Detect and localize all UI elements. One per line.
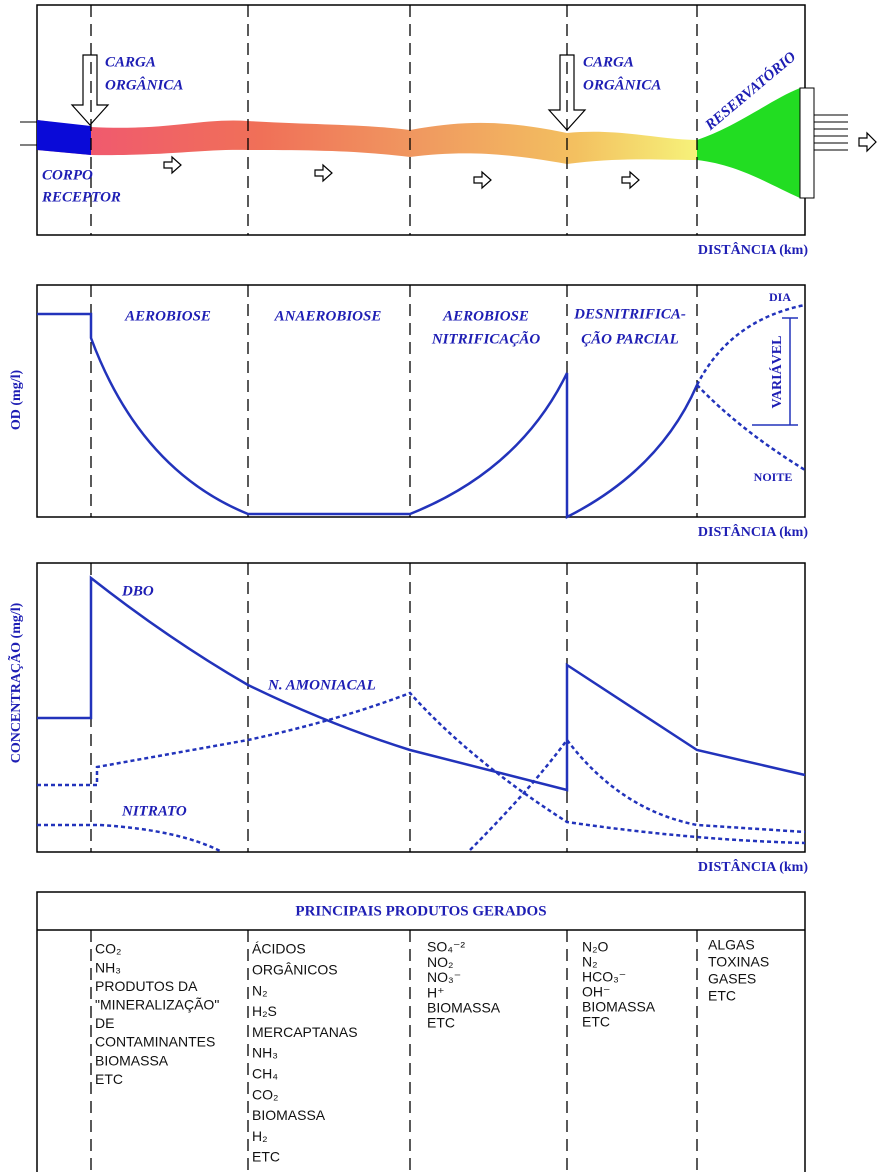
dividers [91,5,697,235]
label: NITRATO [121,803,187,819]
x-label: DISTÂNCIA (km) [698,523,808,540]
product-item: TOXINAS [708,954,769,970]
product-item: N₂ [582,954,598,970]
product-item: CONTAMINANTES [95,1034,215,1050]
load-arrow [72,55,108,125]
dam [800,88,814,198]
reservoir [697,88,800,198]
product-item: H₂S [252,1003,277,1019]
label: DIA [769,290,791,304]
product-item: ÁCIDOS [252,941,306,957]
product-item: BIOMASSA [427,1000,501,1016]
product-item: DE [95,1015,114,1031]
product-item: OH⁻ [582,984,610,1000]
dividers [91,930,697,1172]
label: NOITE [754,470,793,484]
product-item: PRODUTOS DA [95,978,198,994]
product-item: ORGÂNICOS [252,962,338,978]
zone-label: AEROBIOSE [442,308,529,324]
nitrate-rise [470,740,805,850]
product-item: ETC [708,988,736,1004]
label: VARIÁVEL [768,336,785,409]
figure: CARGA ORGÂNICA CARGA ORGÂNICA RESERVATÓR… [0,0,877,1172]
product-item: NO₃⁻ [427,969,461,985]
zone-label: NITRIFICAÇÃO [431,329,541,347]
od-variation [697,305,805,470]
product-item: HCO₃⁻ [582,969,626,985]
panel-od: AEROBIOSE ANAEROBIOSE AEROBIOSE NITRIFIC… [9,285,808,540]
frame [37,892,805,1172]
product-item: BIOMASSA [95,1052,169,1068]
y-label: OD (mg/l) [9,370,24,431]
outflow-arrow [859,133,876,151]
product-item: N₂ [252,982,268,998]
product-item: CO₂ [252,1086,278,1102]
x-label: DISTÂNCIA (km) [698,241,808,258]
product-item: SO₄⁻² [427,939,465,955]
products-table: PRINCIPAIS PRODUTOS GERADOS CO₂ NH₃ PRODUT… [37,892,805,1172]
label: CORPO [42,167,93,183]
receiving-body [37,120,91,155]
label: N. AMONIACAL [267,677,376,693]
product-item: CO₂ [95,941,121,957]
y-label: CONCENTRAÇÃO (mg/l) [6,602,24,763]
zone-label: ANAEROBIOSE [274,308,382,324]
product-item: N₂O [582,939,609,955]
label: ORGÂNICA [583,76,661,93]
product-item: NO₂ [427,954,453,970]
product-item: ALGAS [708,937,755,953]
product-item: ETC [252,1149,280,1165]
label: CARGA [583,54,634,70]
label: RECEPTOR [41,189,121,205]
panel-conc: DBO N. AMONIACAL NITRATO CONCENTRAÇÃO (m… [6,563,808,875]
product-item: ETC [427,1015,455,1031]
product-item: ETC [582,1014,610,1030]
product-item: "MINERALIZAÇÃO" [95,997,219,1013]
zone-label: DESNITRIFICA- [573,306,686,322]
x-label: DISTÂNCIA (km) [698,858,808,875]
frame [37,5,805,235]
label: CARGA [105,54,156,70]
zone-label: AEROBIOSE [124,308,211,324]
product-item: ETC [95,1071,123,1087]
product-item: H₂ [252,1128,268,1144]
table-title: PRINCIPAIS PRODUTOS GERADOS [295,903,546,919]
product-item: NH₃ [252,1045,278,1061]
product-item: MERCAPTANAS [252,1024,358,1040]
label: ORGÂNICA [105,76,183,93]
panel-river: CARGA ORGÂNICA CARGA ORGÂNICA RESERVATÓR… [20,5,876,258]
product-item: NH₃ [95,959,121,975]
product-item: BIOMASSA [252,1107,326,1123]
label: DBO [121,583,154,599]
product-item: CH₄ [252,1066,278,1082]
ammonia-curve [37,693,805,843]
product-item: H⁺ [427,984,445,1000]
zone-label: ÇÃO PARCIAL [581,329,679,347]
product-item: GASES [708,971,756,987]
river [37,120,697,164]
nitrate-curve [37,825,222,852]
product-item: BIOMASSA [582,999,656,1015]
